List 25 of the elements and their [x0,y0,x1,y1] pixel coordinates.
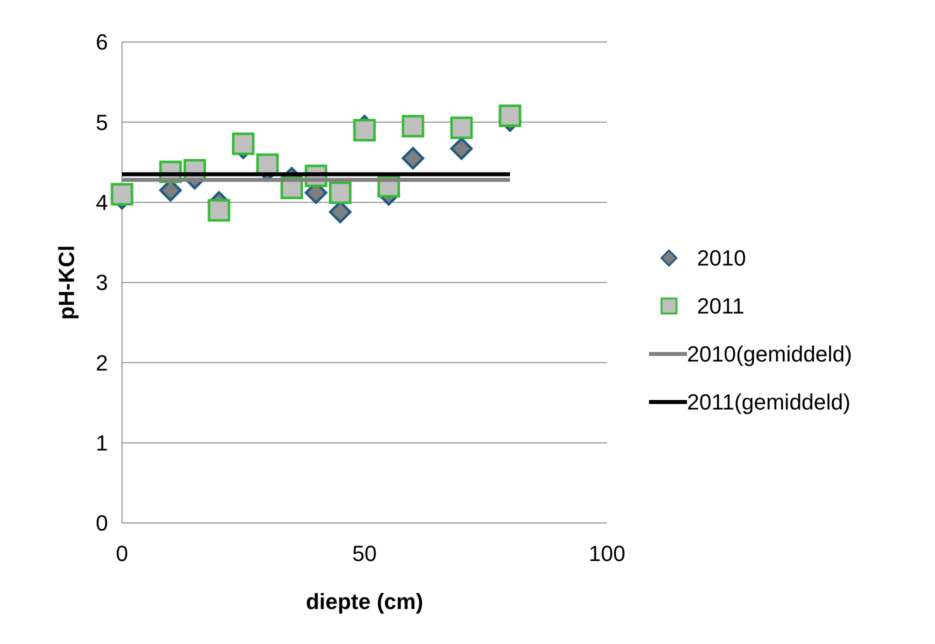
y-tick-label: 0 [96,510,108,536]
legend-label: 2010 [697,246,746,271]
legend-label: 2011(gemiddeld) [687,390,850,415]
point [329,181,352,204]
point [232,132,254,156]
point [450,116,473,140]
point [402,114,424,138]
y-tick-label: 4 [96,190,108,216]
legend-label: 2011 [697,294,744,319]
x-tick-label: 50 [352,541,377,566]
legend-label: 2010(gemiddeld) [687,342,852,367]
y-axis-title: pH-KCl [54,245,79,320]
x-axis-title: diepte (cm) [306,589,424,614]
x-tick-label: 100 [588,541,626,566]
y-tick-label: 3 [96,270,108,296]
point [208,199,230,222]
point [353,118,376,142]
point [402,146,424,170]
point [450,137,473,160]
point [110,183,134,206]
y-tick-label: 1 [96,430,108,456]
x-tick-label: 0 [116,541,128,566]
y-tick-label: 6 [96,30,108,55]
y-tick-label: 5 [96,110,108,135]
y-tick-label: 2 [96,350,108,376]
